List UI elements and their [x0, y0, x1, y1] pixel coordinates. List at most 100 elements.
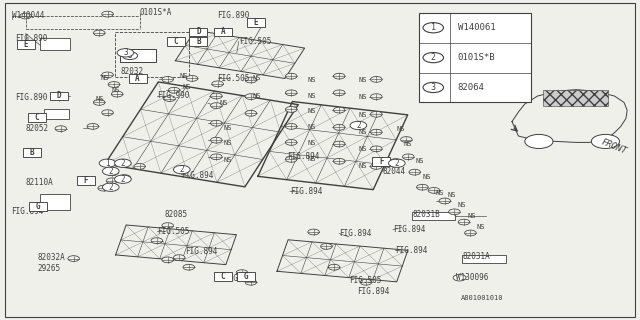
Circle shape [333, 73, 345, 79]
Circle shape [458, 219, 470, 225]
Text: NS: NS [435, 190, 444, 196]
Circle shape [102, 72, 113, 78]
Circle shape [119, 175, 131, 180]
Text: F: F [83, 176, 88, 185]
Circle shape [285, 73, 297, 79]
Text: 3: 3 [431, 83, 436, 92]
FancyBboxPatch shape [28, 113, 46, 122]
Circle shape [102, 167, 119, 175]
Text: 2: 2 [120, 159, 125, 168]
Bar [412, 212, 455, 220]
Circle shape [449, 209, 460, 215]
Text: E: E [23, 40, 28, 49]
Text: 2: 2 [120, 175, 125, 184]
Text: NS: NS [397, 126, 405, 132]
Circle shape [285, 140, 297, 145]
Circle shape [20, 13, 31, 19]
Circle shape [93, 30, 105, 36]
Circle shape [403, 154, 414, 160]
Circle shape [211, 137, 222, 143]
Circle shape [371, 94, 382, 100]
Bar [40, 38, 70, 50]
Circle shape [245, 94, 257, 100]
Text: 82032: 82032 [120, 68, 143, 76]
Circle shape [102, 11, 113, 17]
FancyBboxPatch shape [17, 40, 35, 49]
FancyBboxPatch shape [129, 74, 147, 83]
Text: FIG.890: FIG.890 [218, 11, 250, 20]
Circle shape [333, 90, 345, 96]
Bar [120, 49, 156, 62]
Text: C: C [173, 37, 179, 46]
Circle shape [99, 159, 116, 167]
FancyBboxPatch shape [237, 272, 255, 281]
Circle shape [87, 124, 99, 129]
Text: 82031A: 82031A [462, 252, 490, 261]
Text: FIG.505: FIG.505 [157, 227, 189, 236]
Circle shape [117, 49, 134, 57]
FancyBboxPatch shape [77, 176, 95, 185]
Text: G: G [36, 202, 41, 211]
Text: 82032A: 82032A [37, 253, 65, 262]
Bar [115, 32, 189, 77]
Text: C: C [220, 272, 225, 281]
Text: NS: NS [358, 146, 367, 152]
FancyBboxPatch shape [189, 28, 207, 36]
Text: NS: NS [224, 140, 232, 146]
Circle shape [211, 120, 222, 126]
Text: B: B [196, 37, 201, 46]
Circle shape [98, 185, 109, 191]
Circle shape [285, 156, 297, 162]
Circle shape [328, 264, 340, 270]
Text: 82052: 82052 [26, 124, 49, 133]
Text: 29265: 29265 [37, 264, 60, 273]
Text: 2: 2 [108, 167, 113, 176]
Circle shape [333, 158, 345, 164]
Text: FIG.894: FIG.894 [339, 229, 372, 238]
Text: FIG.894: FIG.894 [181, 171, 214, 180]
Text: 0101S*B: 0101S*B [458, 53, 495, 62]
Text: NS: NS [100, 76, 109, 81]
Text: 2: 2 [179, 165, 184, 174]
Circle shape [93, 100, 105, 105]
Circle shape [525, 134, 553, 148]
Circle shape [321, 244, 332, 249]
Text: A: A [135, 74, 140, 83]
Circle shape [371, 164, 382, 169]
Text: D: D [56, 92, 61, 100]
Circle shape [465, 230, 476, 236]
Text: NS: NS [307, 77, 316, 83]
Circle shape [390, 159, 401, 164]
Circle shape [186, 76, 198, 81]
Text: NS: NS [112, 87, 120, 92]
Text: FIG.990: FIG.990 [157, 92, 189, 100]
Text: G: G [244, 272, 249, 281]
Circle shape [211, 93, 222, 99]
Circle shape [111, 91, 123, 97]
Circle shape [285, 124, 297, 129]
Circle shape [371, 76, 382, 82]
Bar [462, 255, 506, 263]
Text: FIG.505: FIG.505 [349, 276, 382, 285]
Text: FIG.505: FIG.505 [218, 74, 250, 83]
Circle shape [591, 134, 620, 148]
Circle shape [423, 82, 444, 92]
Circle shape [102, 183, 119, 191]
Circle shape [409, 169, 420, 175]
Circle shape [245, 110, 257, 116]
Circle shape [106, 162, 118, 168]
Circle shape [245, 279, 257, 285]
Text: 1: 1 [431, 23, 436, 32]
Text: D: D [196, 28, 201, 36]
Circle shape [236, 270, 248, 276]
FancyBboxPatch shape [214, 28, 232, 36]
Text: NS: NS [179, 73, 188, 79]
Text: 2: 2 [431, 53, 436, 62]
Text: FIG.894: FIG.894 [357, 287, 390, 296]
Text: NS: NS [220, 100, 228, 106]
Text: 3: 3 [123, 48, 128, 57]
Text: NS: NS [182, 84, 191, 90]
Circle shape [173, 165, 190, 174]
Text: 2: 2 [356, 121, 361, 130]
Circle shape [371, 129, 382, 135]
